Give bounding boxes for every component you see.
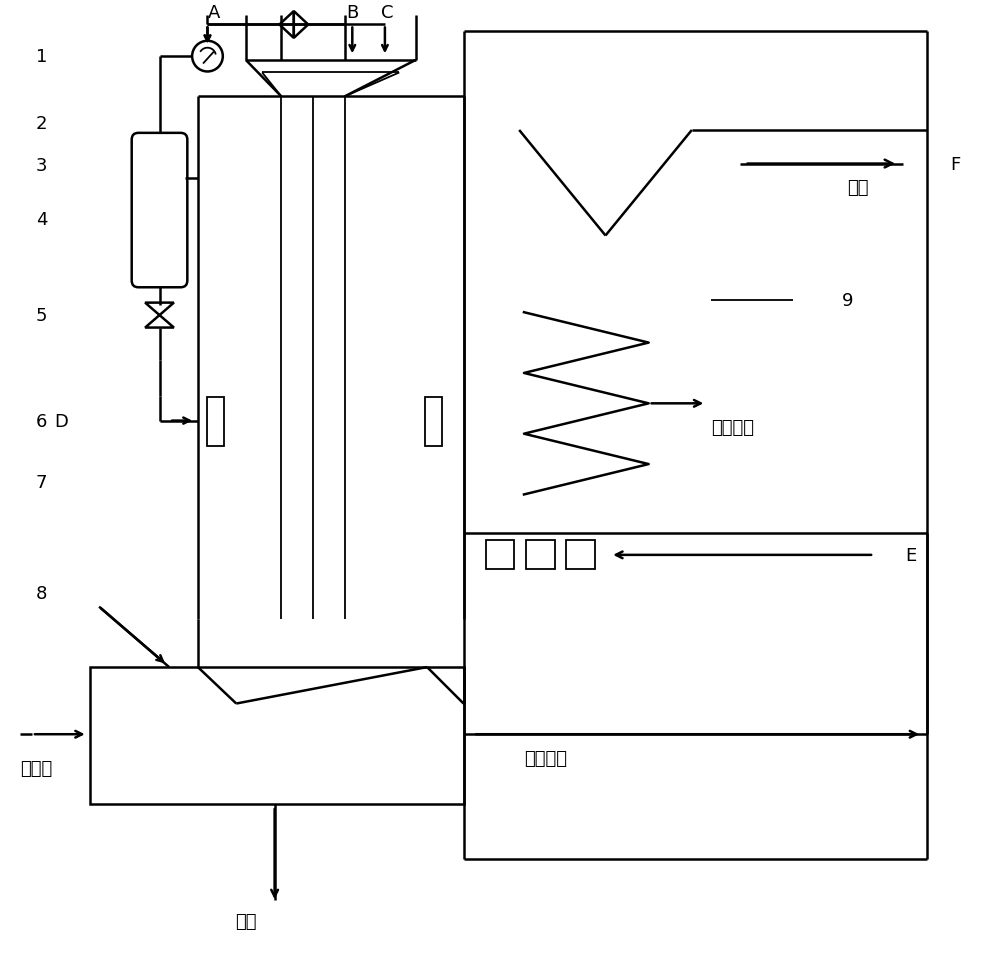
Text: 2: 2: [36, 115, 47, 134]
Bar: [425, 397, 442, 447]
Text: 4: 4: [36, 211, 47, 229]
Text: 3: 3: [36, 158, 47, 175]
Text: 冷却水: 冷却水: [20, 759, 53, 777]
Bar: [566, 541, 595, 570]
Text: 1: 1: [36, 48, 47, 66]
Bar: [90, 667, 464, 804]
Text: 6: 6: [36, 412, 47, 431]
Text: F: F: [950, 156, 961, 173]
Text: 低温蒸汽: 低温蒸汽: [524, 750, 567, 768]
Text: C: C: [381, 4, 393, 22]
Text: E: E: [905, 546, 916, 564]
Text: 过热蒸汽: 过热蒸汽: [711, 419, 754, 437]
Text: 7: 7: [36, 474, 47, 491]
Text: 烟气: 烟气: [847, 179, 869, 196]
Bar: [526, 541, 555, 570]
Text: 9: 9: [841, 291, 853, 309]
Text: 渣水: 渣水: [235, 912, 257, 930]
Text: A: A: [208, 4, 220, 22]
Text: 5: 5: [36, 307, 47, 325]
Text: D: D: [54, 412, 68, 431]
Text: 8: 8: [36, 584, 47, 603]
Bar: [486, 541, 514, 570]
Bar: [207, 397, 224, 447]
Text: B: B: [346, 4, 358, 22]
